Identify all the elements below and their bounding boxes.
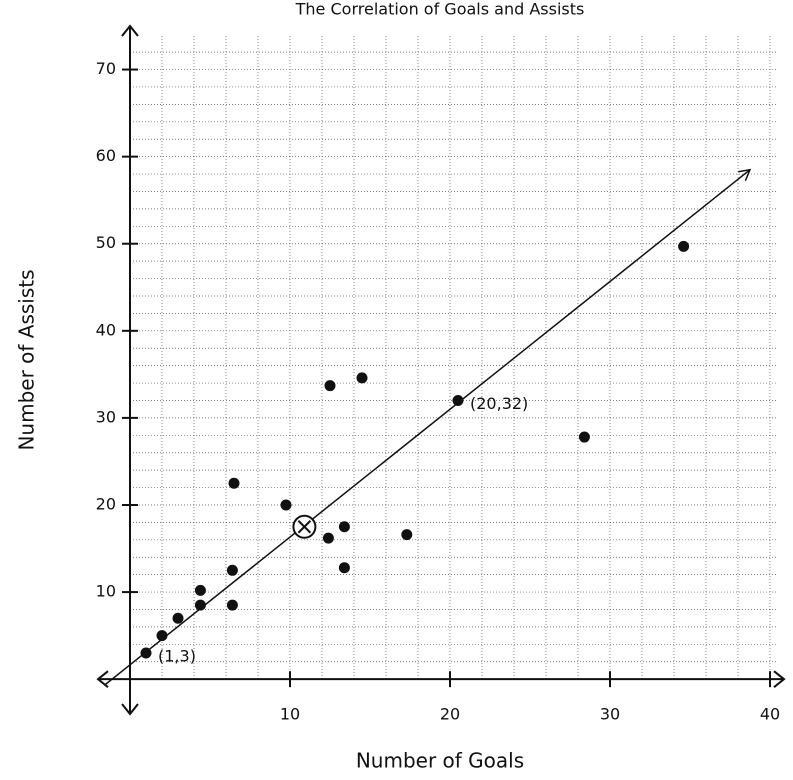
point <box>578 431 590 443</box>
y-tick-label: 70 <box>96 59 116 78</box>
x-tick-label: 40 <box>760 705 780 724</box>
mean-cross <box>297 520 312 534</box>
x-tick-label: 30 <box>600 705 620 724</box>
point <box>401 529 413 541</box>
y-tick-label: 30 <box>96 407 116 426</box>
point <box>156 630 168 642</box>
annotation: (1,3) <box>158 647 196 666</box>
trend-line <box>103 169 751 686</box>
annotation: (20,32) <box>470 394 528 413</box>
y-axis-label: Number of Assists <box>15 269 39 450</box>
point <box>194 599 206 611</box>
x-tick-label: 20 <box>440 705 460 724</box>
point <box>678 240 690 252</box>
point <box>356 372 368 384</box>
point <box>324 380 336 392</box>
y-tick-label: 50 <box>96 233 116 252</box>
trend-arrow <box>738 168 752 182</box>
x-axis <box>96 670 786 688</box>
y-tick-label: 10 <box>96 582 116 601</box>
point <box>322 532 334 544</box>
y-tick-label: 40 <box>96 320 116 339</box>
point <box>172 612 184 624</box>
y-tick-label: 20 <box>96 494 116 513</box>
point <box>338 562 350 574</box>
point <box>452 394 464 406</box>
chart-title: The Correlation of Goals and Assists <box>295 0 585 19</box>
y-axis <box>121 24 139 716</box>
x-tick-label: 10 <box>280 705 300 724</box>
point <box>228 477 240 489</box>
point <box>226 564 238 576</box>
x-axis-label: Number of Goals <box>356 749 524 773</box>
point <box>194 584 206 596</box>
point <box>280 499 292 511</box>
y-tick-label: 60 <box>96 146 116 165</box>
point <box>140 647 152 659</box>
point <box>338 521 350 533</box>
point <box>226 599 238 611</box>
